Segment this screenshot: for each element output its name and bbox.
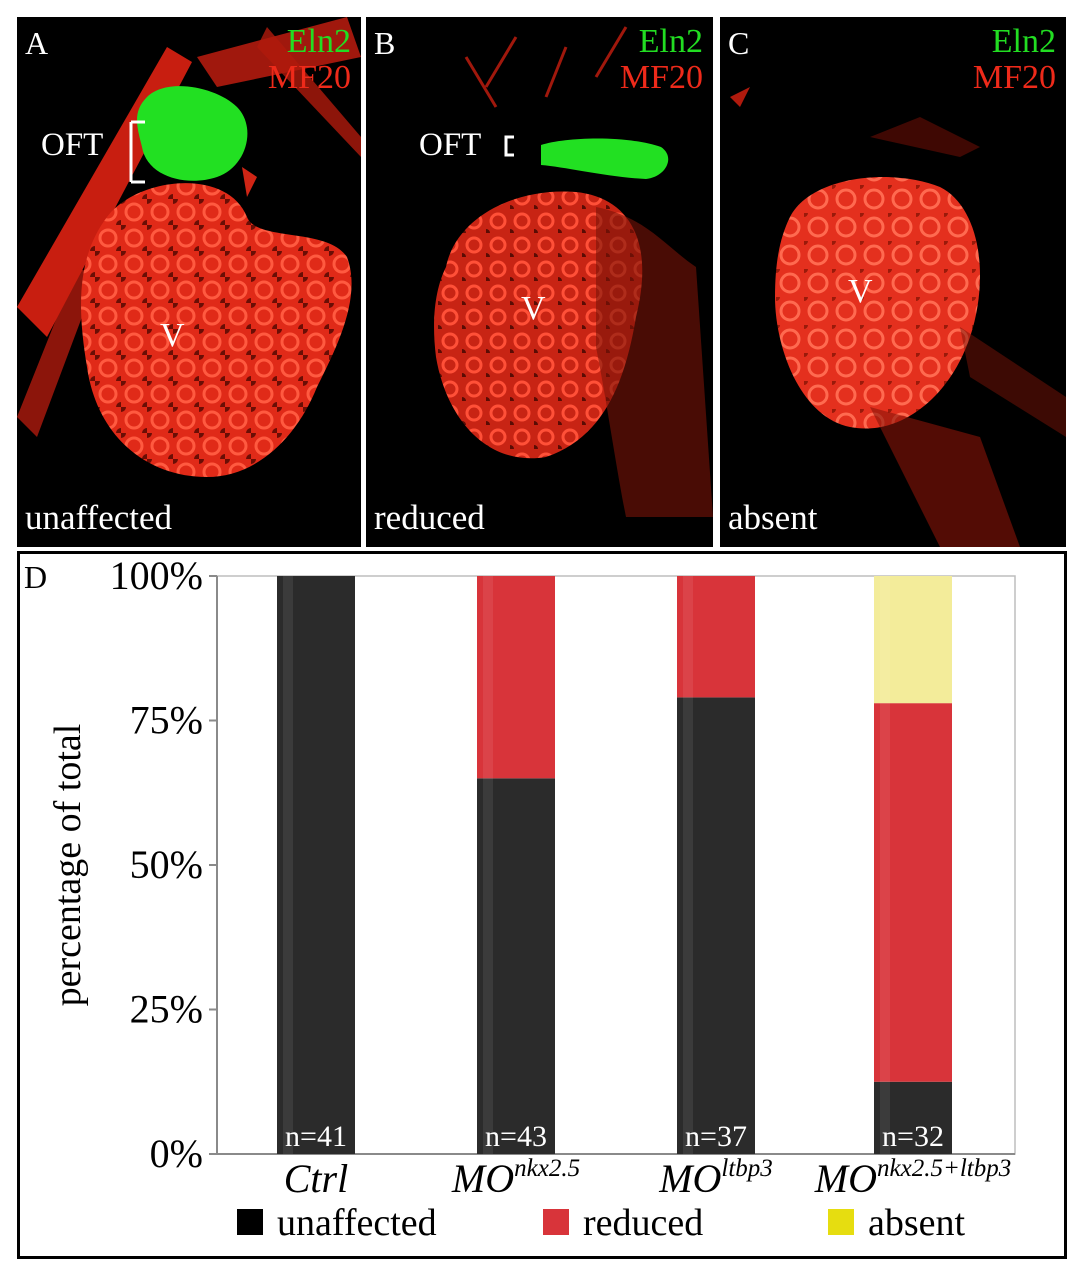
- y-tick-label: 25%: [130, 987, 203, 1032]
- bar-highlight: [880, 576, 890, 1154]
- y-tick-label: 50%: [130, 842, 203, 887]
- marker-label-eln2: Eln2: [286, 23, 351, 60]
- bar-n-label: n=43: [485, 1120, 547, 1153]
- ventricle-label: V: [848, 273, 873, 310]
- micrograph-panel-b: B Eln2 MF20 OFT V reduced: [366, 17, 713, 547]
- micrograph-panel-c: C Eln2 MF20 V absent: [720, 17, 1066, 547]
- oft-label: OFT: [41, 127, 104, 163]
- panel-letter-b: B: [374, 25, 396, 61]
- marker-label-mf20: MF20: [619, 59, 703, 96]
- marker-label-eln2: Eln2: [638, 23, 703, 60]
- bar-highlight: [683, 576, 693, 1154]
- marker-label-eln2: Eln2: [991, 23, 1056, 60]
- legend-swatch-unaffected: [237, 1209, 263, 1235]
- bar-segment-unaffected: [677, 697, 755, 1154]
- x-category-label: MOltbp3: [658, 1155, 773, 1201]
- panel-letter-c: C: [728, 25, 750, 61]
- micrograph-panel-a: A Eln2 MF20 OFT V unaffected: [17, 17, 361, 547]
- x-category-base: MO: [658, 1156, 721, 1201]
- bar-highlight: [283, 576, 293, 1154]
- bar-segment-unaffected: [277, 576, 355, 1154]
- panel-status-label: unaffected: [25, 498, 173, 537]
- y-tick-label: 0%: [150, 1131, 203, 1176]
- bar-highlight: [483, 576, 493, 1154]
- micrograph-reduced-image: [434, 26, 713, 517]
- legend-swatch-reduced: [543, 1209, 569, 1235]
- ventricle-label: V: [160, 317, 185, 354]
- panel-status-label: reduced: [374, 498, 485, 537]
- bar-segment-unaffected: [477, 778, 555, 1154]
- marker-label-mf20: MF20: [267, 59, 351, 96]
- y-tick-label: 100%: [110, 554, 203, 598]
- micrograph-absent-image: [730, 87, 1066, 547]
- bar-n-label: n=41: [285, 1120, 347, 1153]
- oft-label: OFT: [419, 127, 482, 163]
- bar-segment-unaffected: [874, 1081, 952, 1154]
- chart-panel-d: D 0% 25% 50% 75% 100% percentage of total n=41 C…: [17, 551, 1067, 1259]
- legend-label-unaffected: unaffected: [277, 1202, 437, 1244]
- legend-label-reduced: reduced: [583, 1202, 703, 1244]
- x-category-superscript: ltbp3: [721, 1155, 772, 1182]
- panel-status-label: absent: [728, 498, 818, 537]
- stacked-bar-chart: D 0% 25% 50% 75% 100% percentage of total n=41C…: [24, 554, 1016, 1244]
- x-category-label: Ctrl: [284, 1156, 348, 1201]
- x-category-base: Ctrl: [284, 1156, 348, 1201]
- legend-label-absent: absent: [868, 1202, 966, 1244]
- panel-letter-d: D: [24, 559, 47, 595]
- marker-label-mf20: MF20: [972, 59, 1056, 96]
- legend-swatch-absent: [828, 1209, 854, 1235]
- bar-segment-reduced: [477, 576, 555, 779]
- bar-segment-reduced: [677, 576, 755, 698]
- bar-segment-absent: [874, 576, 952, 704]
- ventricle-label: V: [521, 290, 546, 327]
- x-category-label: MOnkx2.5+ltbp3: [814, 1155, 1011, 1201]
- x-category-base: MO: [451, 1156, 514, 1201]
- x-category-superscript: nkx2.5: [514, 1155, 580, 1182]
- panel-letter-a: A: [25, 25, 49, 61]
- bar-segment-reduced: [874, 703, 952, 1082]
- y-tick-label: 75%: [130, 698, 203, 743]
- y-axis-label: percentage of total: [47, 724, 89, 1007]
- x-category-label: MOnkx2.5: [451, 1155, 580, 1201]
- bar-n-label: n=37: [685, 1120, 747, 1153]
- x-category-superscript: nkx2.5+ltbp3: [877, 1155, 1011, 1182]
- bar-n-label: n=32: [882, 1120, 944, 1153]
- micrograph-unaffected-image: [17, 17, 361, 477]
- x-category-base: MO: [814, 1156, 877, 1201]
